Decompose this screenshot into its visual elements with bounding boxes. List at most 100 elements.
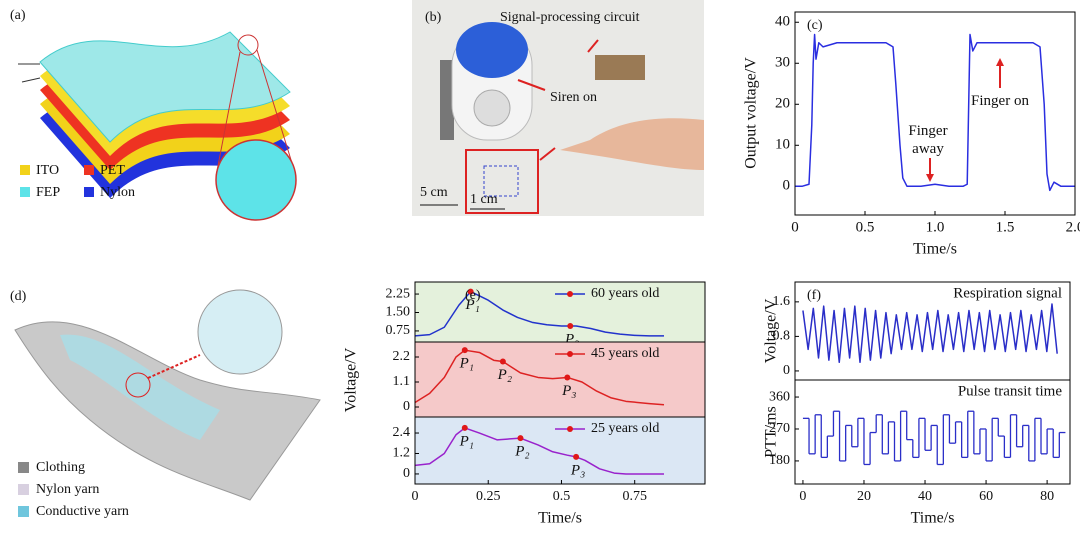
legend-marker	[567, 426, 573, 432]
sensor-frame	[465, 149, 539, 214]
x-axis-label: Time/s	[911, 510, 955, 527]
y-tick-label: 0	[783, 363, 790, 378]
zoom-line	[256, 49, 297, 177]
peak-marker	[467, 288, 474, 295]
y-axis-label: Voltage/V	[343, 347, 360, 412]
peak-label: P₂	[497, 367, 512, 383]
y-tick-label: 1.50	[386, 305, 411, 320]
x-tick-label: 0.5	[553, 489, 571, 504]
legend-swatch	[84, 165, 94, 175]
legend-label: ITO	[36, 163, 59, 178]
peak-label: P₁	[459, 433, 474, 449]
peak-label: P₃	[561, 383, 576, 399]
x-tick-label: 0	[799, 489, 806, 504]
panel-a: (a) ITO PET FEP Nylon	[10, 8, 297, 221]
x-tick-label: 60	[979, 489, 993, 504]
plot-frame	[794, 11, 1076, 216]
legend-label: PET	[100, 163, 125, 178]
peak-marker	[499, 358, 506, 365]
legend-label: 25 years old	[591, 421, 659, 436]
legend-marker	[567, 291, 573, 297]
wire	[21, 77, 41, 83]
y-tick-label: 1.6	[773, 294, 791, 309]
plot-title: Pulse transit time	[958, 383, 1063, 399]
zoom-line	[147, 354, 201, 379]
arrow-head	[996, 58, 1004, 66]
scale-label: 5 cm	[420, 185, 448, 200]
circuit-board	[595, 55, 645, 80]
x-tick-label: 0.25	[476, 489, 501, 504]
siren-light	[456, 22, 528, 78]
peak-marker	[461, 347, 468, 354]
zoom-spot	[237, 34, 259, 56]
y-tick-label: 20	[775, 96, 790, 112]
x-tick-label: 40	[918, 489, 932, 504]
legend-swatch	[18, 462, 29, 473]
line-series	[414, 349, 665, 406]
line-series	[802, 303, 1058, 364]
legend-label: 60 years old	[591, 286, 659, 301]
panel-label: (b)	[425, 10, 442, 25]
hand	[560, 118, 704, 170]
legend-label: Clothing	[36, 460, 85, 475]
panel-b: (b) Signal-processing circuit Siren on 5…	[412, 0, 704, 216]
y-tick-label: 40	[775, 14, 790, 30]
line-series	[795, 33, 1075, 192]
plot-frame	[794, 379, 1071, 485]
x-tick-label: 2.0	[1066, 219, 1080, 235]
plot-frame	[414, 416, 706, 485]
legend-swatch	[18, 506, 29, 517]
x-tick-label: 1.5	[996, 219, 1015, 235]
y-tick-label: 270	[769, 421, 790, 436]
peak-label: P₁	[464, 297, 479, 313]
peak-marker	[564, 374, 571, 381]
sensor	[483, 165, 519, 197]
y-tick-label: 360	[769, 389, 790, 404]
arrow-head	[926, 174, 934, 182]
annotation: Finger on	[971, 93, 1029, 109]
peak-label: P₁	[459, 356, 474, 372]
y-axis-label: Output voltage/V	[743, 57, 760, 169]
scale-label: 1 cm	[470, 192, 498, 207]
zoom-line	[215, 51, 241, 177]
layer-fep	[39, 31, 291, 143]
legend-swatch	[20, 165, 30, 175]
panel-label: (d)	[10, 289, 27, 304]
panel-label: (f)	[807, 288, 821, 303]
legend-label: Nylon yarn	[36, 482, 99, 497]
peak-label: P₂	[514, 444, 529, 460]
arrow	[539, 147, 556, 161]
legend-marker	[567, 351, 573, 357]
y-tick-label: 0	[783, 178, 791, 194]
panel-d: (d) Clothing Nylon yarn Conductive yarn	[10, 289, 321, 519]
panel-label: (e)	[465, 288, 481, 303]
y-tick-label: 0	[403, 466, 410, 481]
x-axis-label: Time/s	[913, 241, 957, 258]
x-axis-label: Time/s	[538, 510, 582, 527]
line-series	[414, 427, 664, 475]
plot-background	[415, 282, 705, 342]
y-tick-label: 2.25	[386, 286, 411, 301]
peak-marker	[573, 453, 580, 460]
x-tick-label: 0	[791, 219, 799, 235]
y-tick-label: 0.8	[773, 329, 791, 344]
annotation: Finger away	[908, 123, 948, 157]
y-tick-label: 2.2	[393, 349, 411, 364]
y-tick-label: 10	[775, 137, 790, 153]
y-tick-label: 30	[775, 55, 790, 71]
legend-swatch	[84, 187, 94, 197]
x-tick-label: 0.5	[856, 219, 875, 235]
y-axis-label: Voltage/V	[763, 298, 780, 363]
conductive-yarn	[60, 334, 220, 440]
zoom-circle	[197, 289, 283, 375]
siren-speaker	[473, 89, 511, 127]
panel-label: (c)	[807, 18, 823, 33]
peak-marker	[517, 435, 524, 442]
x-tick-label: 0	[412, 489, 419, 504]
line-series	[414, 290, 664, 337]
peak-label: P₃	[570, 462, 585, 478]
annotation: Siren on	[550, 90, 597, 105]
legend-swatch	[20, 187, 30, 197]
siren-handle	[440, 60, 454, 140]
